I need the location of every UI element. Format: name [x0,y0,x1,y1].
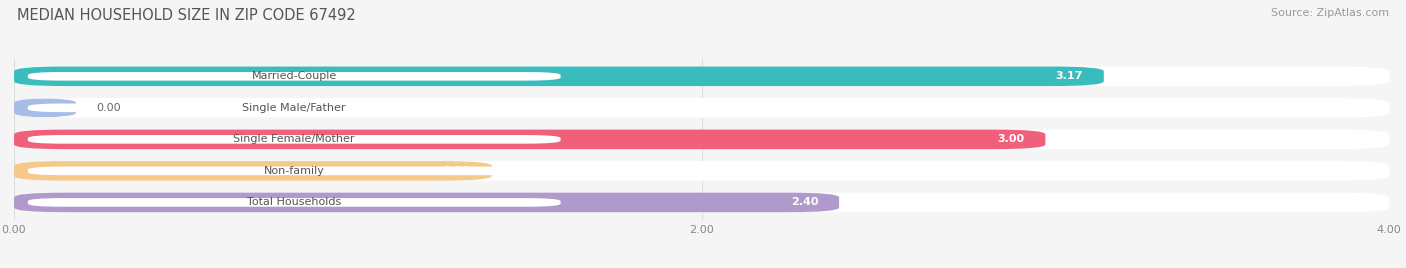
FancyBboxPatch shape [14,161,492,181]
FancyBboxPatch shape [14,98,1389,118]
FancyBboxPatch shape [28,167,561,175]
Text: 3.17: 3.17 [1056,71,1083,81]
FancyBboxPatch shape [28,198,561,207]
FancyBboxPatch shape [14,193,1389,212]
Text: 2.40: 2.40 [792,198,818,207]
Text: Non-family: Non-family [264,166,325,176]
Text: Source: ZipAtlas.com: Source: ZipAtlas.com [1271,8,1389,18]
Text: Single Male/Father: Single Male/Father [242,103,346,113]
FancyBboxPatch shape [14,98,76,118]
Text: 0.00: 0.00 [97,103,121,113]
Text: MEDIAN HOUSEHOLD SIZE IN ZIP CODE 67492: MEDIAN HOUSEHOLD SIZE IN ZIP CODE 67492 [17,8,356,23]
FancyBboxPatch shape [14,66,1104,86]
FancyBboxPatch shape [14,130,1045,149]
Text: Married-Couple: Married-Couple [252,71,337,81]
FancyBboxPatch shape [28,72,561,81]
FancyBboxPatch shape [14,130,1389,149]
Text: Total Households: Total Households [247,198,342,207]
FancyBboxPatch shape [28,135,561,144]
FancyBboxPatch shape [14,193,839,212]
Text: 3.00: 3.00 [998,134,1025,144]
FancyBboxPatch shape [14,66,1389,86]
FancyBboxPatch shape [28,103,561,112]
FancyBboxPatch shape [14,161,1389,181]
Text: 1.39: 1.39 [444,166,471,176]
Text: Single Female/Mother: Single Female/Mother [233,134,354,144]
